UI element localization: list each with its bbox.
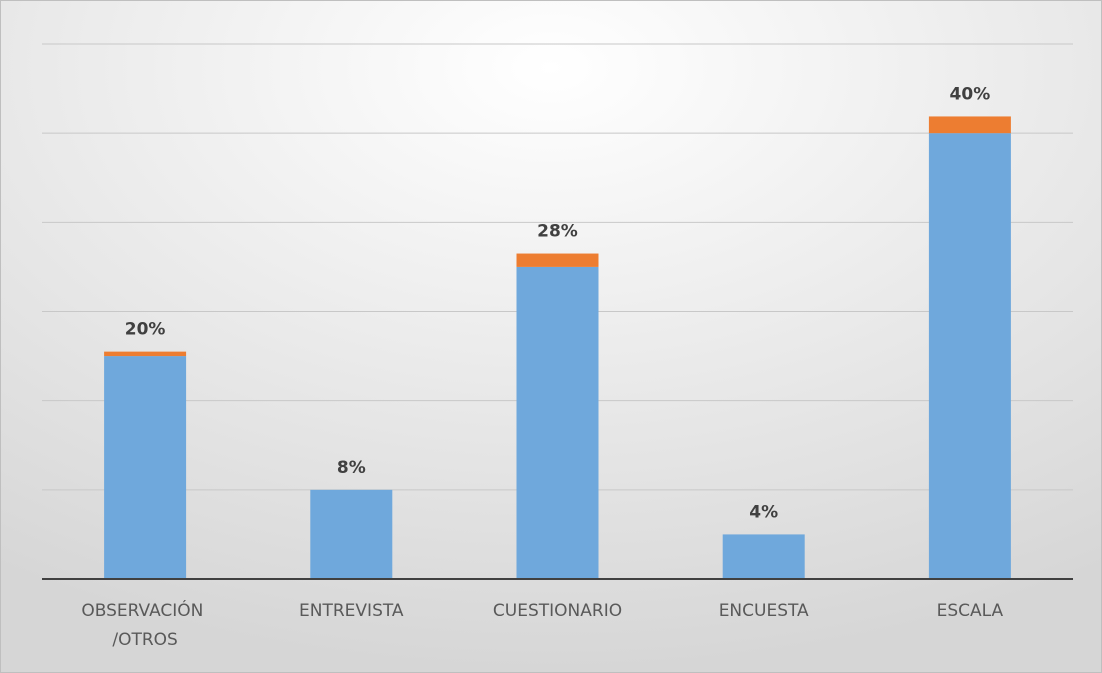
x-tick-label: ESCALA [937,601,1004,621]
bar-segment [104,351,187,357]
data-label: 4% [749,502,778,522]
data-label: 8% [337,458,366,478]
bar-segment [722,534,805,579]
bar-segment [104,356,187,579]
bar-segment [928,116,1011,134]
x-tick-label: CUESTIONARIO [493,601,622,621]
x-tick-label: OBSERVACIÓN /OTROS [81,599,208,650]
bar-segment [516,266,599,579]
x-tick-label: ENTREVISTA [299,601,404,621]
x-tick-label: ENCUESTA [719,601,809,621]
bar-segment [928,133,1011,579]
bar-segment [310,489,393,579]
bar-segment [516,253,599,267]
data-label: 40% [950,84,991,104]
data-label: 28% [537,222,578,242]
data-label: 20% [125,320,166,340]
